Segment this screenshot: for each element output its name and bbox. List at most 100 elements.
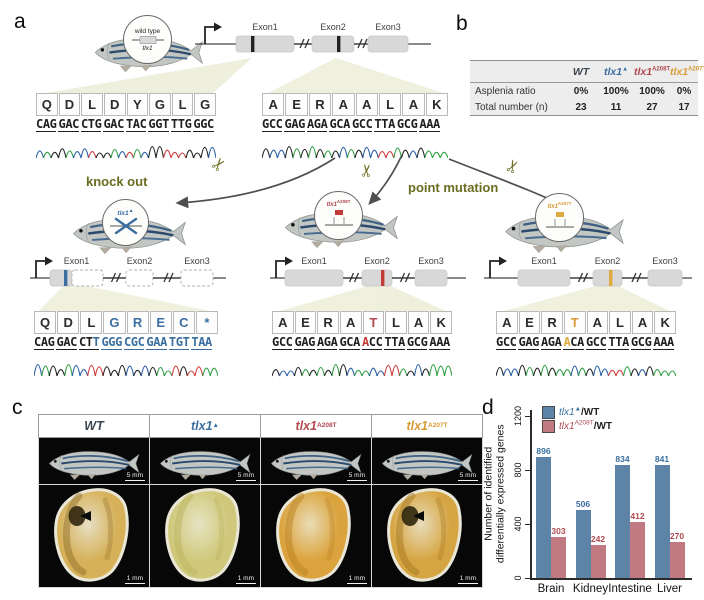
svg-text:Exon3: Exon3 [184,256,210,266]
amino-acid-box: A [631,311,654,334]
sanger-chromatogram [33,364,219,377]
panel-b-label: b [456,12,468,35]
amino-acid-box: R [126,311,149,334]
gene-structure-diagram: Exon1 Exon2 Exon3 [30,256,226,287]
y-axis-tick [525,416,530,418]
photo-col-header: tlx1 ▲ [149,414,260,438]
gene-diagram-a208t: Exon1 Exon2 Exon3 [268,246,468,297]
dna-codon: TTA [374,117,395,132]
table-row: Asplenia ratio 0% 100% 100% 0% [470,83,698,99]
dna-sequence: CAG GAC CTG GAC TAC GGT TTG GGC [36,118,216,132]
table-row: Total number (n) 23 11 27 17 [470,99,698,115]
bar-tlx1-wt [615,465,630,578]
y-axis-line [530,410,532,578]
table-col-header: tlx1A207T [670,65,704,78]
x-category-label: Liver [657,583,682,595]
sequence-block-a208t: A E R A T L A K GCC GAG AGA GCA ACC TTA GCG AAA [271,311,453,382]
amino-acid-box: R [317,311,339,334]
dna-codon: CTT [78,335,100,350]
amino-acid-box: K [425,93,448,116]
dna-codon: GCG [630,335,652,350]
amino-acid-box: R [308,93,332,116]
organ-photo-row: 1 mm 1 mm 1 mm [38,485,483,588]
scale-bar: 5 mm [346,472,367,481]
amino-acid-box: E [285,93,308,116]
amino-acid-box: L [378,93,402,116]
dna-codon: AAA [419,117,440,132]
amino-acid-box: A [332,93,355,116]
bar-tlx1-wt [654,464,670,578]
amino-acid-box: T [563,311,586,334]
y-tick-label: 1200 [513,405,523,427]
adult-fish-photo: 5 mm [38,438,149,485]
legend-swatch [542,420,555,433]
dissected-abdomen-photo [387,488,462,582]
amino-acid-box: K [430,311,452,334]
phenotype-photo-grid: WT tlx1 ▲ tlx1 A208T tlx1 A207T 5 mm 5 mm [38,414,483,588]
spleen-arrowhead [413,511,424,521]
knockout-badge-gene: tlx1▲ [117,207,134,217]
bar-tlx1-wt [575,509,591,578]
amino-acid-box: E [294,311,317,334]
panel-d-label: d [482,396,494,419]
x-category-label: Kidney [572,583,609,595]
fish-photo-row: 5 mm 5 mm 5 mm [38,438,483,485]
table-cell: 100% [639,85,665,97]
sanger-chromatogram [271,364,453,377]
dna-codon: ACA [563,335,584,350]
amino-acid-box: A [402,93,425,116]
dna-codon: CAG [36,117,57,132]
sanger-chromatogram [261,146,449,159]
scale-bar: 1 mm [457,575,478,584]
table-cell: 27 [646,101,658,113]
scale-bar: 5 mm [124,472,145,481]
table-row-label: Total number (n) [475,101,548,113]
amino-acid-box: A [407,311,430,334]
dna-codon: GCA [329,117,350,132]
spleen-arrowhead [80,511,91,521]
amino-acid-box: A [339,311,362,334]
dna-codon: GCG [396,117,418,132]
dna-codon: GAC [58,117,79,132]
dna-codon: AAA [653,335,674,350]
dna-codon: TTA [608,335,629,350]
a208t-badge-gene: tlx1A208T [326,199,351,208]
sequence-block-knockout: Q D L G R E C * CAG GAC CTT GGG CGC GAA TGT TAA [33,311,219,382]
dna-codon: TAC [125,117,147,132]
scissors-icon: ✂ [357,162,378,179]
legend-entry: tlx1A208T/WT [542,420,612,433]
wildtype-gene-glyph [131,35,164,44]
y-tick-label: 800 [513,462,523,478]
bar-value-label: 412 [630,511,645,522]
organ-photo: 1 mm [149,485,260,588]
y-axis-tick [525,524,530,526]
dna-codon: ACC [361,335,383,350]
table-cell: 11 [610,101,622,113]
amino-acid-row: Q D L G R E C * [34,311,218,334]
dna-codon: GCG [406,335,428,350]
amino-acid-box: D [103,93,126,116]
bar-value-label: 506 [575,498,591,509]
amino-acid-box: E [518,311,541,334]
y-tick-label: 400 [513,516,523,532]
amino-acid-box: L [80,311,103,334]
zebrafish-image [49,451,140,481]
gene-structure-diagram: Exon1 Exon2 Exon3 [195,22,431,53]
amino-acid-box: R [541,311,563,334]
wildtype-badge-gene: tlx1 [142,44,153,52]
dna-codon: GCC [272,335,293,350]
amino-acid-box: Y [126,93,149,116]
gene-diagram-a207t: Exon1 Exon2 Exon3 [482,246,694,297]
svg-text:Exon1: Exon1 [531,256,557,266]
dna-codon: TTG [170,117,192,132]
bar-tlx1a208t-wt [590,545,606,578]
amino-acid-box: Q [34,311,57,334]
dna-codon: GAG [294,335,315,350]
dna-codon: GAC [56,335,77,350]
photo-col-header: WT [38,414,149,438]
y-tick-label: 0 [513,575,523,581]
x-axis-line [530,578,692,580]
